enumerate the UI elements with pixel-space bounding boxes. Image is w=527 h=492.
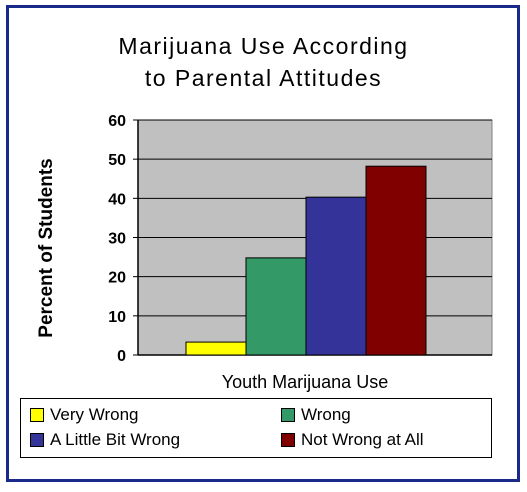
y-tick-label-10: 10 (108, 309, 126, 326)
legend-label-wrong: Wrong (301, 405, 351, 424)
y-tick-label-40: 40 (108, 191, 126, 208)
legend-item-a-little-bit-wrong: A Little Bit Wrong (30, 430, 180, 450)
chart-title-line-2: to Parental Attitudes (144, 65, 383, 91)
legend-label-very-wrong: Very Wrong (50, 405, 139, 424)
bar-wrong (245, 257, 307, 356)
bar-not-wrong-at-all (365, 165, 427, 356)
y-tick-label-30: 30 (108, 231, 126, 248)
y-tick-label-50: 50 (108, 152, 126, 169)
chart-title-line-1: Marijuana Use According (118, 33, 409, 59)
legend-item-wrong: Wrong (281, 405, 351, 425)
bar-very-wrong (185, 341, 247, 356)
legend-item-very-wrong: Very Wrong (30, 405, 139, 425)
y-tick-label-20: 20 (108, 270, 126, 287)
legend-swatch-very-wrong (30, 408, 44, 422)
legend-swatch-not-wrong-at-all (281, 433, 295, 447)
chart-title: Marijuana Use According to Parental Atti… (0, 30, 527, 94)
y-axis-label: Percent of Students (36, 158, 57, 337)
legend-label-a-little-bit-wrong: A Little Bit Wrong (50, 430, 181, 449)
x-axis-label: Youth Marijuana Use (222, 372, 388, 392)
legend-swatch-a-little-bit-wrong (30, 433, 44, 447)
bar-a-little-bit-wrong (305, 196, 367, 356)
legend: Very Wrong Wrong A Little Bit Wrong Not … (20, 398, 492, 458)
y-tick-label-60: 60 (108, 113, 126, 130)
y-tick-label-0: 0 (117, 348, 126, 365)
legend-label-not-wrong-at-all: Not Wrong at All (301, 430, 424, 449)
legend-item-not-wrong-at-all: Not Wrong at All (281, 430, 424, 450)
legend-swatch-wrong (281, 408, 295, 422)
